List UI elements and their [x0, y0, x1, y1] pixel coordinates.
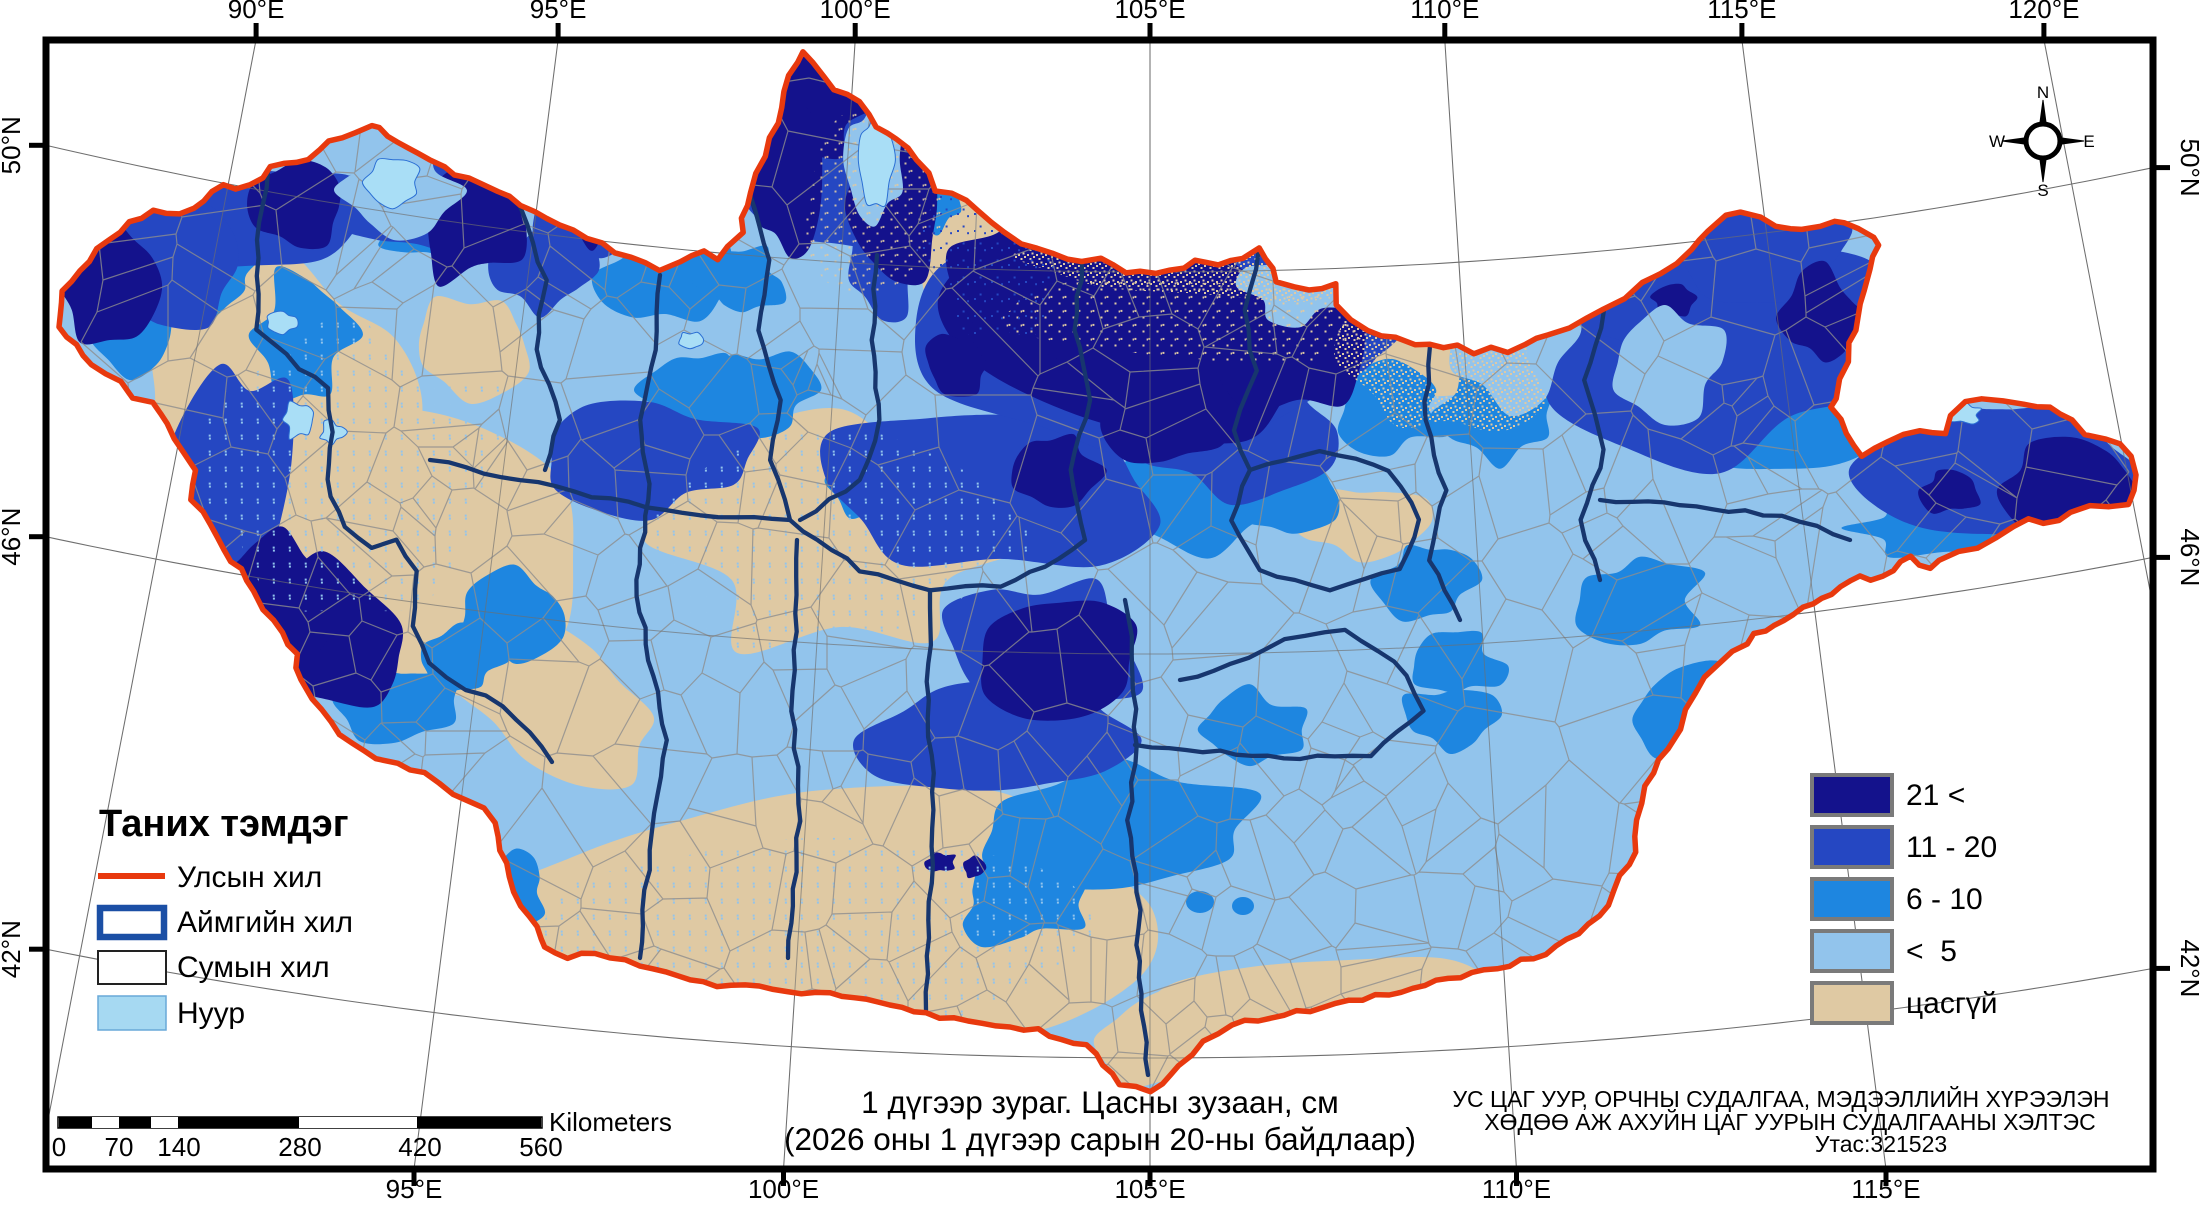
- svg-text:70: 70: [105, 1132, 134, 1162]
- svg-text:105°E: 105°E: [1114, 1174, 1185, 1204]
- svg-text:50°N: 50°N: [2175, 139, 2200, 197]
- svg-text:100°E: 100°E: [820, 0, 891, 24]
- svg-text:46°N: 46°N: [0, 508, 26, 566]
- svg-text:115°E: 115°E: [1851, 1174, 1920, 1204]
- svg-text:УС ЦАГ УУР, ОРЧНЫ СУДАЛГАА, МЭ: УС ЦАГ УУР, ОРЧНЫ СУДАЛГАА, МЭДЭЭЛЛИЙН Х…: [1452, 1085, 2109, 1112]
- svg-text:110°E: 110°E: [1410, 0, 1479, 24]
- svg-text:1 дүгээр зураг. Цасны зузаан,: 1 дүгээр зураг. Цасны зузаан, см: [861, 1084, 1339, 1120]
- svg-text:< 5: < 5: [1906, 935, 1957, 968]
- svg-text:280: 280: [278, 1132, 321, 1162]
- svg-text:Утас:321523: Утас:321523: [1815, 1131, 1947, 1157]
- svg-text:115°E: 115°E: [1707, 0, 1776, 24]
- svg-text:95°E: 95°E: [530, 0, 587, 24]
- svg-text:W: W: [1989, 132, 2005, 151]
- svg-text:110°E: 110°E: [1482, 1174, 1551, 1204]
- svg-text:560: 560: [519, 1132, 562, 1162]
- svg-text:Нуур: Нуур: [177, 997, 245, 1030]
- svg-text:Сумын хил: Сумын хил: [177, 951, 330, 984]
- svg-text:11 - 20: 11 - 20: [1906, 831, 1997, 864]
- svg-text:цасгүй: цасгүй: [1906, 987, 1998, 1020]
- svg-text:90°E: 90°E: [228, 0, 285, 24]
- svg-text:140: 140: [157, 1132, 200, 1162]
- svg-text:Улсын хил: Улсын хил: [177, 861, 322, 894]
- svg-text:120°E: 120°E: [2008, 0, 2079, 24]
- svg-text:0: 0: [52, 1132, 66, 1162]
- svg-text:(2026 оны 1 дүгээр сарын 20-ны: (2026 оны 1 дүгээр сарын 20-ны байдлаар): [784, 1121, 1416, 1157]
- svg-text:95°E: 95°E: [386, 1174, 443, 1204]
- svg-text:42°N: 42°N: [0, 920, 26, 978]
- svg-text:Kilometers: Kilometers: [549, 1107, 672, 1137]
- svg-text:Таних тэмдэг: Таних тэмдэг: [99, 803, 349, 845]
- svg-text:6 - 10: 6 - 10: [1906, 883, 1983, 916]
- svg-text:42°N: 42°N: [2175, 939, 2200, 997]
- svg-text:N: N: [2037, 83, 2049, 102]
- svg-text:420: 420: [398, 1132, 441, 1162]
- svg-text:ХӨДӨӨ АЖ АХУЙН ЦАГ УУРЫН СУДАЛ: ХӨДӨӨ АЖ АХУЙН ЦАГ УУРЫН СУДАЛГААНЫ ХЭЛТ…: [1484, 1108, 2095, 1135]
- svg-text:50°N: 50°N: [0, 116, 26, 174]
- svg-text:S: S: [2037, 181, 2048, 200]
- svg-text:46°N: 46°N: [2175, 528, 2200, 586]
- svg-text:Аймгийн хил: Аймгийн хил: [177, 906, 353, 939]
- svg-text:105°E: 105°E: [1114, 0, 1185, 24]
- svg-text:100°E: 100°E: [748, 1174, 819, 1204]
- svg-text:21 <: 21 <: [1906, 779, 1965, 812]
- svg-text:E: E: [2083, 132, 2094, 151]
